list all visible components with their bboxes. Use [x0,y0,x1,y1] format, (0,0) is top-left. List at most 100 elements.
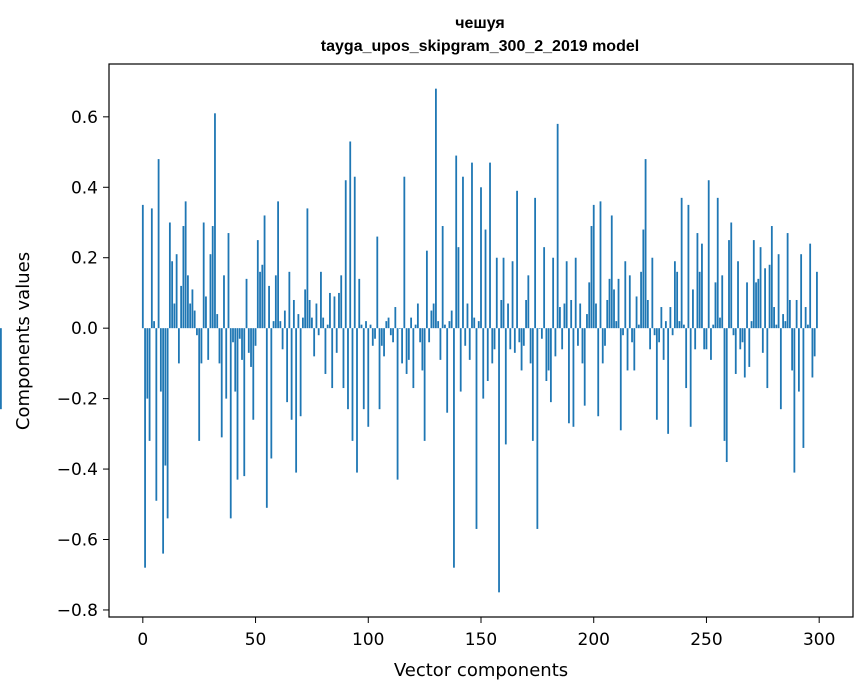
bar-132 [439,328,442,360]
bar-111 [392,328,394,343]
bar-49 [252,328,255,420]
bar-187 [563,303,566,329]
bar-130 [435,88,437,329]
bar-154 [489,162,491,329]
bar-41 [234,328,237,392]
bar-80 [322,317,325,329]
bar-217 [631,328,633,343]
bar-15 [175,254,178,329]
bar-129 [432,303,435,329]
bar-244 [692,289,694,329]
bar-64 [286,328,289,403]
bar-185 [559,307,561,329]
bar-235 [671,328,674,336]
bar-96 [358,278,361,329]
bar-1 [144,328,146,568]
bar-118 [407,328,410,360]
bar-145 [468,328,471,360]
bar-91 [347,328,349,410]
bar-37 [225,328,228,399]
bar-203 [599,201,602,329]
bar-267 [743,328,746,378]
y-tick-label: −0.4 [57,460,98,480]
bar-200 [592,204,595,329]
bar-163 [509,328,512,350]
bar-208 [610,215,613,329]
bar-232 [664,321,667,329]
bar-108 [385,321,388,329]
bar-93 [351,328,354,441]
bar-60 [277,201,279,329]
bar-151 [482,328,485,399]
bar-245 [694,328,697,350]
bar-58 [272,321,275,329]
bar-8 [159,328,162,392]
bar-174 [534,197,537,329]
bar-65 [288,271,291,329]
bar-262 [732,328,735,336]
bar-142 [462,176,464,329]
bar-94 [353,176,356,329]
bar-205 [604,328,606,346]
bar-167 [518,328,521,343]
y-tick-label: 0.2 [71,249,98,269]
bar-295 [807,324,809,329]
bar-85 [333,296,336,329]
bar-72 [304,289,307,329]
bar-9 [162,328,165,554]
bar-68 [295,328,298,473]
bar-12 [168,222,171,329]
bar-52 [259,271,261,329]
bar-77 [315,303,318,329]
bar-285 [784,321,787,329]
x-axis-ticks: 0 50 100 150 200 250 300 [137,617,835,650]
bar-284 [782,314,785,329]
bar-105 [378,328,381,410]
bar-191 [572,328,575,427]
bar-147 [473,317,476,329]
y-axis-ticks: −0.8 −0.6 −0.4 −0.2 0.0 0.2 0.4 0.6 [57,108,109,621]
bar-237 [676,271,679,329]
bar-276 [764,268,766,329]
bar-62 [281,328,284,350]
bar-206 [606,299,609,329]
bar-274 [759,247,762,329]
bar-164 [511,261,514,329]
bar-74 [308,299,311,329]
bar-36 [223,275,225,329]
bar-109 [387,317,390,329]
bar-214 [624,261,627,329]
bar-161 [504,328,507,445]
bar-256 [719,317,721,329]
plot-frame [108,63,854,618]
bar-171 [527,275,530,329]
bar-24 [196,328,198,336]
bar-30 [209,254,212,329]
bar-31 [211,226,214,329]
bar-260 [728,240,730,329]
bar-28 [205,296,207,329]
bar-26 [200,328,203,364]
bar-0 [141,204,144,329]
bar-178 [543,247,546,329]
bar-124 [421,328,424,371]
bar-169 [522,328,525,346]
y-tick-label: −0.2 [57,390,98,410]
bar-4 [150,208,153,329]
bar-253 [712,324,715,329]
bar-238 [678,321,681,329]
bar-101 [369,324,372,329]
bar-188 [565,261,568,329]
bar-75 [311,317,313,329]
bar-104 [376,236,379,329]
bar-298 [813,328,816,357]
bar-25 [198,328,201,441]
bar-42 [236,328,239,480]
y-tick-label: 0.6 [71,108,98,128]
bar-202 [597,328,600,417]
bar-190 [570,299,573,329]
x-tick-label: 250 [690,630,722,650]
x-tick-label: 0 [137,630,148,650]
bar-236 [673,261,676,329]
x-tick-label: 150 [465,630,497,650]
